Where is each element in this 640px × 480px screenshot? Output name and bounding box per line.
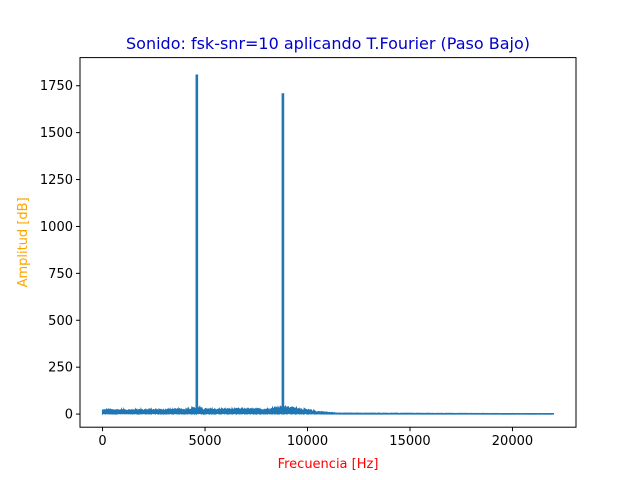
y-tick-label: 0: [65, 408, 73, 423]
x-axis-label: Frecuencia [Hz]: [278, 457, 379, 472]
y-tick-label: 1500: [40, 126, 73, 141]
plot-area: [101, 74, 555, 416]
y-tick-label: 250: [48, 361, 73, 376]
y-axis-label: Amplitud [dB]: [16, 197, 31, 287]
x-tick-label: 15000: [389, 434, 430, 449]
chart-title: Sonido: fsk-snr=10 aplicando T.Fourier (…: [126, 34, 530, 53]
y-tick-label: 1250: [40, 173, 73, 188]
x-tick-label: 20000: [492, 434, 533, 449]
y-tick-label: 750: [48, 267, 73, 282]
plot-frame: [79, 57, 577, 428]
spectrum-line: [102, 405, 554, 415]
y-tick-label: 1000: [40, 220, 73, 235]
x-axis: 0 5000 10000 15000 20000: [98, 427, 533, 449]
y-tick-label: 1750: [40, 79, 73, 94]
y-axis: 0 250 500 750 1000 1250 1500 1750: [40, 79, 80, 423]
y-tick-label: 500: [48, 314, 73, 329]
x-tick-label: 5000: [188, 434, 221, 449]
x-tick-label: 10000: [287, 434, 328, 449]
x-tick-label: 0: [98, 434, 106, 449]
